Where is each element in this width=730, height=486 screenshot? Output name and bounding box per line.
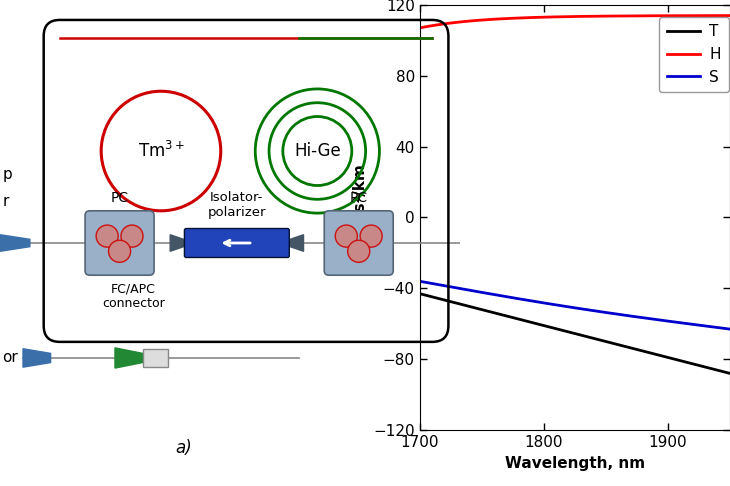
Legend: T, H, S: T, H, S xyxy=(659,17,729,92)
Circle shape xyxy=(96,225,118,247)
Circle shape xyxy=(347,240,370,262)
Text: a): a) xyxy=(176,439,192,457)
X-axis label: Wavelength, nm: Wavelength, nm xyxy=(505,455,645,470)
Text: or: or xyxy=(2,350,18,365)
FancyBboxPatch shape xyxy=(185,228,289,258)
Polygon shape xyxy=(0,235,30,251)
Circle shape xyxy=(360,225,383,247)
Text: Tm$^{3+}$: Tm$^{3+}$ xyxy=(138,141,184,161)
Polygon shape xyxy=(170,235,186,251)
Text: PC: PC xyxy=(110,191,128,205)
Text: FC/APC
connector: FC/APC connector xyxy=(102,282,165,310)
FancyBboxPatch shape xyxy=(85,211,154,275)
Circle shape xyxy=(335,225,358,247)
Text: p: p xyxy=(2,167,12,181)
Polygon shape xyxy=(288,235,304,251)
Circle shape xyxy=(121,225,143,247)
Text: Hi-Ge: Hi-Ge xyxy=(294,142,341,160)
Text: PC: PC xyxy=(350,191,368,205)
FancyBboxPatch shape xyxy=(324,211,393,275)
FancyBboxPatch shape xyxy=(142,349,168,367)
Y-axis label: GVD, ps²/km: GVD, ps²/km xyxy=(353,165,368,270)
Polygon shape xyxy=(115,348,142,368)
Text: r: r xyxy=(2,194,9,209)
Polygon shape xyxy=(23,349,50,367)
Circle shape xyxy=(109,240,131,262)
Text: Isolator-
polarizer: Isolator- polarizer xyxy=(207,191,266,219)
